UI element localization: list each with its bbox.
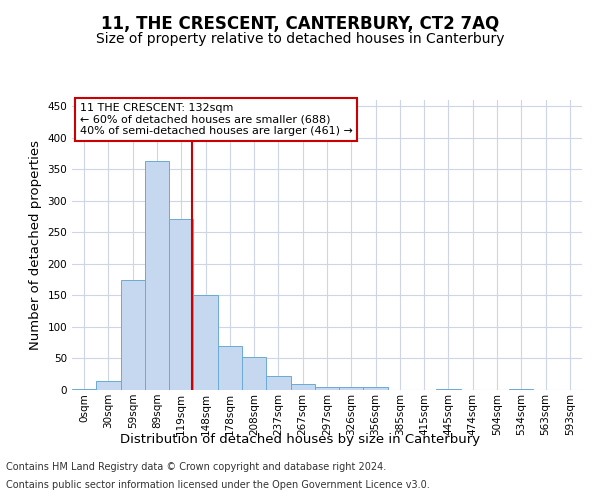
Bar [242, 356, 266, 390]
Y-axis label: Number of detached properties: Number of detached properties [29, 140, 42, 350]
Text: Size of property relative to detached houses in Canterbury: Size of property relative to detached ho… [96, 32, 504, 46]
Text: 11, THE CRESCENT, CANTERBURY, CT2 7AQ: 11, THE CRESCENT, CANTERBURY, CT2 7AQ [101, 15, 499, 33]
Bar [436, 388, 461, 390]
Bar [72, 388, 96, 390]
Bar [96, 380, 121, 390]
Bar [169, 218, 193, 390]
Bar [145, 161, 169, 390]
Bar [193, 296, 218, 390]
Bar [509, 388, 533, 390]
Text: Contains HM Land Registry data © Crown copyright and database right 2024.: Contains HM Land Registry data © Crown c… [6, 462, 386, 472]
Bar [218, 346, 242, 390]
Bar [315, 387, 339, 390]
Bar [290, 384, 315, 390]
Text: 11 THE CRESCENT: 132sqm
← 60% of detached houses are smaller (688)
40% of semi-d: 11 THE CRESCENT: 132sqm ← 60% of detache… [80, 103, 353, 136]
Bar [121, 280, 145, 390]
Bar [364, 387, 388, 390]
Text: Contains public sector information licensed under the Open Government Licence v3: Contains public sector information licen… [6, 480, 430, 490]
Text: Distribution of detached houses by size in Canterbury: Distribution of detached houses by size … [120, 432, 480, 446]
Bar [339, 387, 364, 390]
Bar [266, 376, 290, 390]
